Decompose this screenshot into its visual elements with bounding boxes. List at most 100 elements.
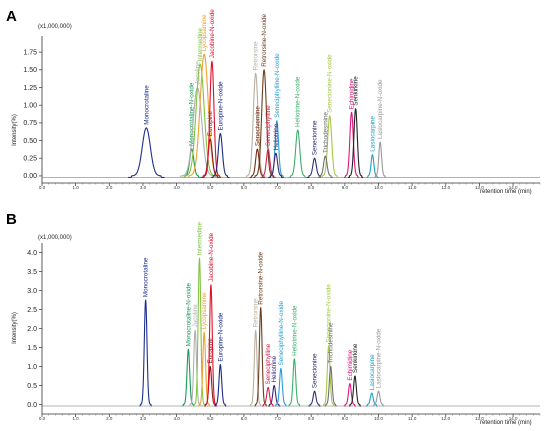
peak-label: Senecivernine — [254, 106, 261, 146]
panel-b-letter: B — [6, 211, 17, 228]
x-tick-label: 10.0 — [374, 416, 383, 421]
peak-label: Seneciphylline-N-oxide — [278, 301, 285, 366]
y-tick-label: 0.0 — [27, 402, 37, 409]
y-tick-label: 1.50 — [23, 67, 37, 74]
x-tick-label: 8.0 — [308, 416, 315, 421]
peak-trace — [274, 367, 288, 407]
peak-label: Senkirkine — [353, 76, 360, 106]
peak-label: Lasiocarpine — [369, 354, 376, 390]
x-tick-label: 8.0 — [308, 185, 315, 190]
peak-label: Lycopsamine — [201, 14, 208, 51]
peak-trace — [372, 390, 385, 407]
peak-label: Lasiocarpine — [369, 115, 376, 151]
peak-trace — [347, 108, 364, 178]
peak-trace — [308, 390, 321, 407]
y-tick-label: 1.25 — [23, 85, 37, 92]
panel-a-ylabel: Intensity(%) — [12, 114, 18, 146]
x-tick-label: 2.0 — [106, 185, 113, 190]
peak-trace — [181, 348, 195, 407]
x-tick-label: 4.0 — [173, 185, 180, 190]
peak-label: Europine — [207, 110, 214, 136]
peak-label: Trichodesmine — [322, 112, 329, 154]
peak-trace — [202, 60, 222, 178]
peak-label: Jacoline — [192, 304, 199, 328]
panel-a-letter: A — [6, 8, 17, 25]
peak-trace — [193, 257, 206, 407]
peak-label: Lasiocarpine-N-oxide — [376, 328, 383, 388]
x-tick-label: 9.0 — [342, 185, 349, 190]
peak-label: Echimidine — [347, 349, 354, 380]
peak-label: Monocrotaline — [143, 257, 150, 297]
peak-label: Jacobine-N-oxide — [209, 9, 216, 58]
peak-trace — [288, 129, 308, 178]
x-tick-label: 14.0 — [509, 416, 518, 421]
y-tick-label: 1.00 — [23, 102, 37, 109]
x-tick-label: 13.0 — [475, 185, 484, 190]
y-tick-label: 2.0 — [27, 326, 37, 333]
peak-trace — [267, 152, 284, 178]
x-tick-label: 0.0 — [39, 416, 46, 421]
peak-label: Lycopsamine — [201, 292, 208, 329]
panel-a-xlabel: retention time (min) — [480, 189, 532, 195]
peak-trace — [343, 111, 360, 178]
peak-label: Seneciphylline — [265, 343, 272, 384]
peak-trace — [186, 53, 223, 178]
peak-trace — [320, 115, 340, 178]
peak-trace — [261, 386, 275, 407]
peak-label: Intermedine — [197, 27, 204, 61]
peak-label: Retrorsine-N-oxide — [258, 251, 265, 304]
y-tick-label: 3.5 — [27, 269, 37, 276]
peak-label: Europine — [207, 338, 214, 364]
x-tick-label: 14.0 — [509, 185, 518, 190]
peak-trace — [197, 331, 211, 407]
panel-a-multiplier: (x1,000,000) — [38, 24, 72, 30]
panel-b-multiplier: (x1,000,000) — [38, 235, 72, 241]
panel-b: B (x1,000,000) Intensity(%) retention ti… — [6, 211, 541, 426]
peak-label: Europine-N-oxide — [217, 81, 224, 130]
x-tick-label: 3.0 — [140, 185, 147, 190]
peak-label: Echimidine — [349, 78, 356, 109]
peak-label: Heliotrine — [271, 355, 278, 382]
peak-label: Seneciphylline — [265, 105, 272, 146]
peak-label: Trichodesmine — [328, 322, 335, 364]
y-tick-label: 1.5 — [27, 345, 37, 352]
x-tick-label: 12.0 — [441, 416, 450, 421]
peak-label: Heliotrine — [273, 123, 280, 150]
peak-label: Monocrotaline-N-oxide — [189, 82, 196, 146]
x-tick-label: 7.0 — [274, 416, 281, 421]
peak-trace — [260, 148, 276, 178]
peak-trace — [306, 157, 323, 178]
y-tick-label: 0.75 — [23, 120, 37, 127]
peak-label: Seneciphylline-N-oxide — [274, 53, 281, 118]
peak-trace — [267, 384, 281, 407]
peak-label: Senecionine — [312, 120, 319, 155]
peak-label: Retrorsine — [253, 298, 260, 328]
peak-trace — [249, 329, 263, 407]
y-tick-label: 1.75 — [23, 49, 37, 56]
x-tick-label: 1.0 — [73, 185, 80, 190]
y-tick-label: 4.0 — [27, 250, 37, 257]
peak-trace — [188, 329, 202, 407]
y-tick-label: 2.5 — [27, 307, 37, 314]
x-tick-label: 4.0 — [173, 416, 180, 421]
x-tick-label: 11.0 — [408, 416, 417, 421]
peak-label: Monocrotaline-N-oxide — [185, 283, 192, 347]
peak-trace — [317, 155, 334, 178]
peak-label: Heliotrine-N-oxide — [291, 305, 298, 356]
peak-trace — [287, 358, 301, 407]
x-tick-label: 11.0 — [408, 185, 417, 190]
peak-label: Jacobine-N-oxide — [208, 232, 215, 281]
x-tick-label: 9.0 — [342, 416, 349, 421]
peak-label: Monocrotaline — [143, 85, 150, 125]
y-tick-label: 0.25 — [23, 156, 37, 163]
peak-trace — [322, 345, 336, 407]
x-tick-label: 10.0 — [374, 185, 383, 190]
peak-trace — [365, 392, 379, 407]
peak-label: Senkirkine — [352, 343, 359, 373]
peak-trace — [128, 127, 165, 178]
x-tick-label: 6.0 — [241, 416, 248, 421]
peak-trace — [213, 364, 227, 407]
peak-trace — [204, 284, 218, 407]
y-tick-label: 0.00 — [23, 173, 37, 180]
